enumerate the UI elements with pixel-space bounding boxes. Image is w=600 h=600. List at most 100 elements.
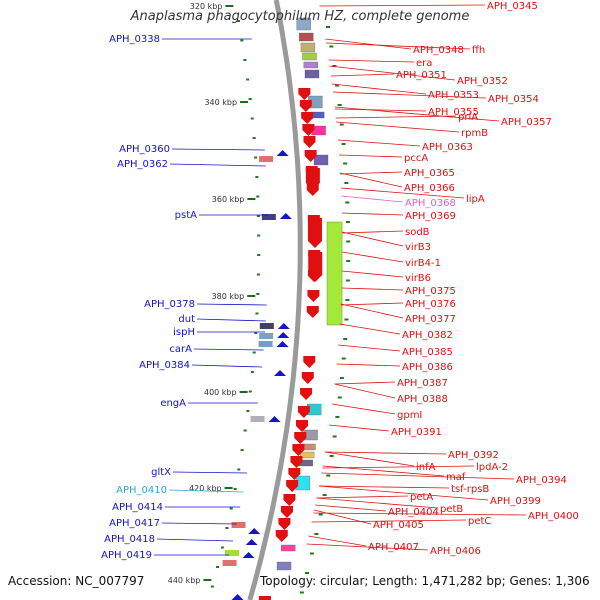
gc-mark	[252, 137, 256, 139]
gene-block	[299, 451, 315, 459]
kbp-tick-label: 440 kbp	[168, 576, 201, 585]
label-leader	[338, 344, 401, 352]
gc-mark	[305, 572, 310, 574]
gene-label-aph_0418: APH_0418	[104, 534, 155, 545]
gene-label-rpmb: rpmB	[461, 128, 488, 139]
gene-label-aph_0375: APH_0375	[405, 286, 456, 297]
gene-arrow-minus	[306, 306, 319, 318]
gene-label-psta: pstA	[175, 210, 197, 221]
label-leader	[336, 363, 401, 367]
label-leaders	[154, 4, 527, 556]
label-leader	[340, 171, 403, 175]
gene-block	[300, 42, 316, 53]
kbp-tick-label: 400 kbp	[204, 388, 237, 397]
gene-arrow-minus	[294, 432, 307, 444]
kbp-tick-label: 380 kbp	[212, 292, 245, 301]
label-leader	[325, 451, 415, 467]
gc-mark	[243, 429, 247, 432]
gc-mark	[256, 273, 260, 276]
gc-mark	[345, 201, 350, 204]
label-leader	[325, 38, 412, 50]
gc-mark	[343, 338, 348, 340]
label-leader	[341, 270, 404, 278]
label-leader	[172, 471, 248, 474]
kbp-scale: 320 kbp 340 kbp 360 kbp 380 kbp 400 kbp 420 k…	[168, 2, 256, 585]
gc-mark	[256, 215, 260, 217]
label-leader	[341, 195, 404, 203]
label-leader	[342, 251, 404, 263]
gc-mark	[344, 318, 349, 321]
label-leader	[168, 489, 244, 493]
label-leader	[328, 59, 415, 63]
gc-mark	[255, 312, 259, 315]
gc-mark	[346, 240, 351, 243]
label-leader	[340, 302, 404, 306]
gene-label-aph_0354: APH_0354	[488, 94, 539, 105]
label-leader	[342, 230, 404, 234]
gene-block	[281, 544, 296, 552]
feature-track	[222, 17, 343, 600]
gene-block	[302, 52, 317, 61]
gene-arrow-minus	[301, 372, 314, 384]
gc-mark	[339, 123, 344, 126]
gc-mark	[225, 527, 229, 529]
gene-label-aph_0407: APH_0407	[368, 542, 419, 553]
gc-mark	[345, 299, 350, 301]
gene-label-aph_0378: APH_0378	[144, 299, 195, 310]
gene-label-virb3: virB3	[405, 242, 431, 253]
label-leader	[332, 403, 396, 415]
label-leader	[322, 465, 445, 477]
label-leader	[193, 348, 264, 351]
gene-arrow-plus	[277, 332, 290, 338]
gc-mark	[337, 396, 342, 399]
gc-mark	[345, 279, 350, 282]
label-leader	[191, 364, 263, 368]
gc-mark	[216, 566, 220, 568]
gc-mark	[243, 59, 247, 61]
label-leader	[341, 287, 404, 291]
gene-arrow-minus	[281, 506, 294, 518]
gc-mark	[248, 390, 252, 393]
gc-mark	[257, 254, 261, 256]
gene-block	[259, 333, 274, 339]
gene-label-aph_0382: APH_0382	[402, 330, 453, 341]
gene-block	[276, 561, 292, 571]
gene-arrow-minus	[307, 218, 322, 248]
gc-mark	[255, 176, 259, 178]
gene-label-aph_0351: APH_0351	[396, 70, 447, 81]
kbp-tick-label: 320 kbp	[190, 2, 223, 11]
gene-label-aph_0377: APH_0377	[405, 314, 456, 325]
gene-label-aph_0417: APH_0417	[109, 518, 160, 529]
gene-block	[299, 32, 314, 42]
kbp-tick-label: 360 kbp	[212, 195, 245, 204]
gc-track	[210, 20, 351, 594]
gc-mark	[339, 377, 344, 379]
gene-arrow-minus	[305, 168, 320, 190]
gene-block	[259, 323, 274, 329]
gc-mark	[335, 84, 340, 87]
gc-mark	[229, 507, 233, 510]
gene-label-isph: ispH	[173, 327, 195, 338]
gene-block	[250, 416, 265, 422]
label-leader	[156, 538, 233, 542]
gene-label-aph_0387: APH_0387	[397, 378, 448, 389]
gene-block	[231, 522, 246, 528]
gene-arrow-minus	[298, 88, 311, 100]
gene-label-aph_0355: APH_0355	[428, 107, 479, 118]
gc-mark	[329, 455, 334, 457]
label-leader	[339, 323, 401, 335]
gc-mark	[256, 195, 260, 198]
gc-mark	[246, 78, 250, 81]
gene-label-aph_0353: APH_0353	[428, 90, 479, 101]
gc-mark	[254, 332, 258, 334]
gene-label-sodb: sodB	[405, 227, 430, 238]
label-leader	[319, 485, 450, 489]
label-leader	[314, 509, 372, 525]
gene-label-petb: petB	[440, 504, 463, 515]
label-leader	[318, 485, 489, 501]
gene-arrow-plus	[279, 213, 292, 219]
gc-mark	[314, 533, 319, 535]
gene-label-aph_0388: APH_0388	[397, 394, 448, 405]
label-leader	[306, 543, 429, 551]
